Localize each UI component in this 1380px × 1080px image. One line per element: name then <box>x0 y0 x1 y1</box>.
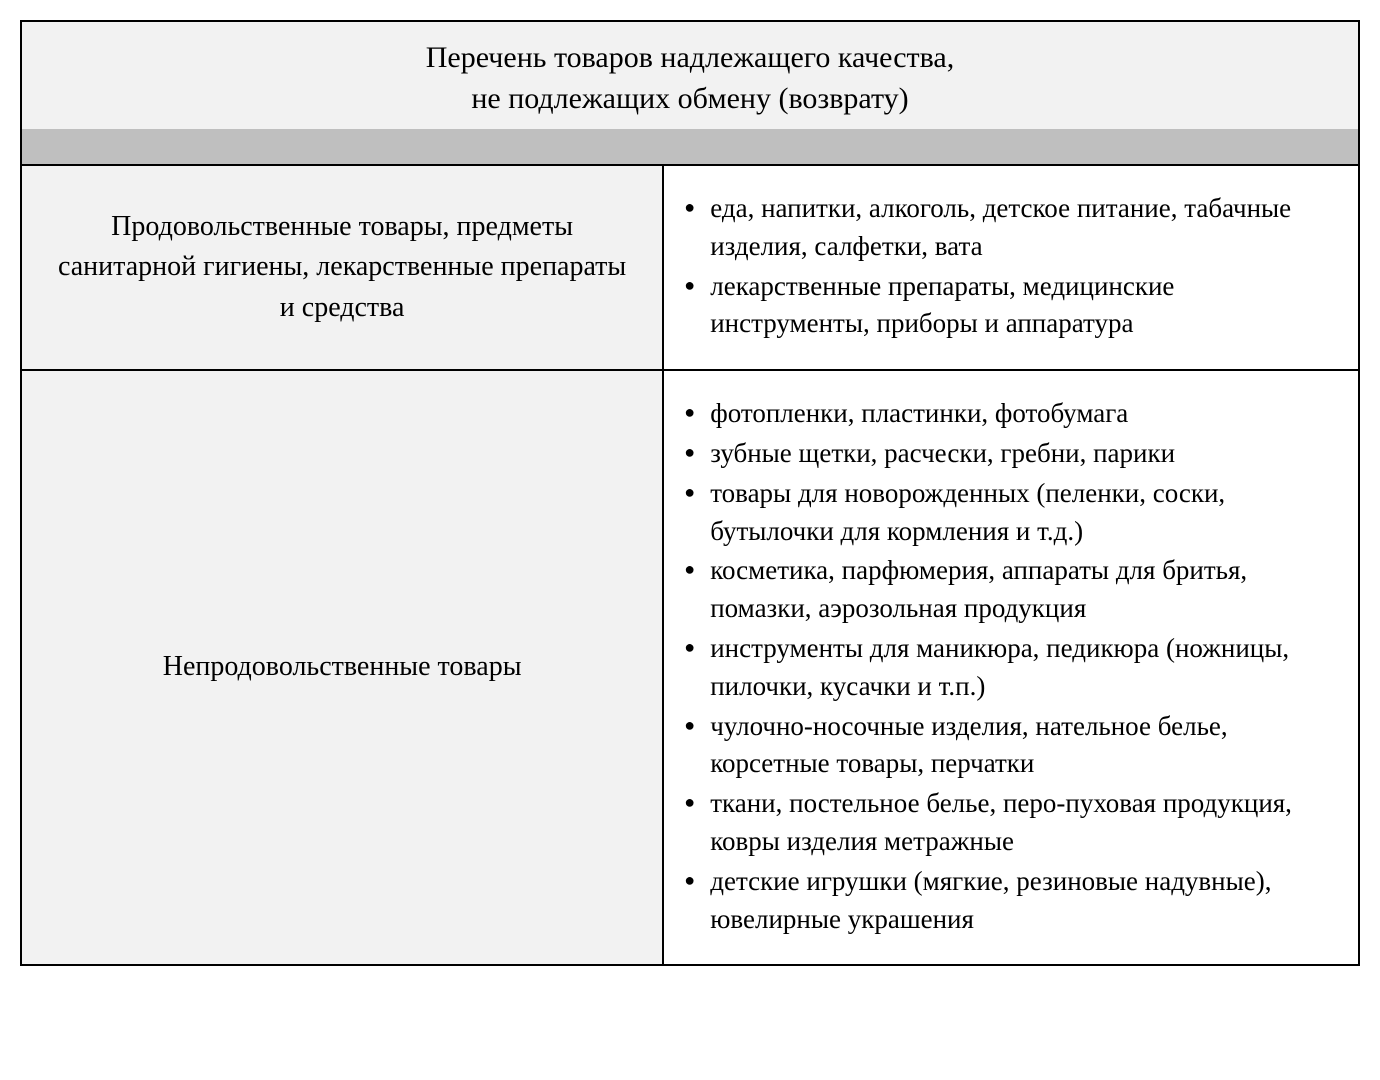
items-list: еда, напитки, алкоголь, детское питание,… <box>682 190 1330 343</box>
list-item: товары для новорожденных (пеленки, соски… <box>682 475 1330 551</box>
list-item: детские игрушки (мягкие, резиновые надув… <box>682 863 1330 939</box>
goods-table: Перечень товаров надлежащего качества, н… <box>20 20 1360 966</box>
title-row: Перечень товаров надлежащего качества, н… <box>21 21 1359 129</box>
list-item: фотопленки, пластинки, фотобумага <box>682 395 1330 433</box>
gray-separator-row <box>21 129 1359 165</box>
title-line-1: Перечень товаров надлежащего качества, <box>426 41 955 74</box>
table-row: Продовольственные товары, предметы санит… <box>21 165 1359 370</box>
list-item: чулочно-носочные изделия, нательное бель… <box>682 708 1330 784</box>
items-list: фотопленки, пластинки, фотобумагазубные … <box>682 395 1330 938</box>
table-title-cell: Перечень товаров надлежащего качества, н… <box>21 21 1359 129</box>
items-cell: фотопленки, пластинки, фотобумагазубные … <box>663 370 1359 965</box>
list-item: инструменты для маникюра, педикюра (ножн… <box>682 630 1330 706</box>
list-item: еда, напитки, алкоголь, детское питание,… <box>682 190 1330 266</box>
title-line-2: не подлежащих обмену (возврату) <box>471 82 908 115</box>
category-cell: Непродовольственные товары <box>21 370 663 965</box>
list-item: лекарственные препараты, медицинские инс… <box>682 268 1330 344</box>
category-cell: Продовольственные товары, предметы санит… <box>21 165 663 370</box>
table-row: Непродовольственные товарыфотопленки, пл… <box>21 370 1359 965</box>
list-item: ткани, постельное белье, перо-пуховая пр… <box>682 785 1330 861</box>
list-item: зубные щетки, расчески, гребни, парики <box>682 435 1330 473</box>
list-item: косметика, парфюмерия, аппараты для брит… <box>682 552 1330 628</box>
gray-separator <box>21 129 1359 165</box>
items-cell: еда, напитки, алкоголь, детское питание,… <box>663 165 1359 370</box>
